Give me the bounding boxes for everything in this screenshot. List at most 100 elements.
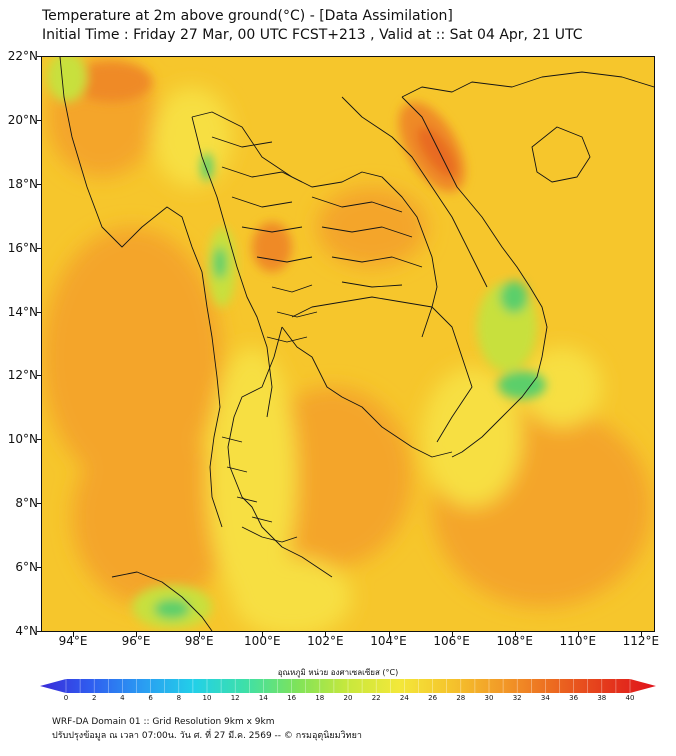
latitude-label: 22°N	[7, 49, 38, 63]
colorbar-label: อุณหภูมิ หน่วย องศาเซลเซียส (°C)	[277, 668, 399, 677]
hottest-zone-red-river	[417, 126, 457, 178]
longitude-tick	[73, 632, 74, 637]
pale-zone-myanmar-north	[152, 87, 232, 187]
border-laos-vietnam	[341, 96, 488, 288]
coastline-peninsula-east	[227, 326, 333, 578]
latitude-label: 18°N	[7, 176, 38, 191]
latitude-tick	[37, 567, 42, 569]
colorbar-tick-label: 36	[569, 694, 579, 702]
border-thailand-cambodia	[291, 296, 433, 318]
longitude-label: 112°E	[622, 634, 660, 648]
colorbar-tick-label: 2	[91, 694, 97, 702]
coastline-vietnam-east	[401, 96, 548, 458]
map-title: Temperature at 2m above ground(°C) - [Da…	[42, 8, 453, 24]
footer-update-info: ปรับปรุงข้อมูล ณ เวลา 07:00น. วัน ศ. ที่…	[52, 731, 362, 741]
colorbar-tick-label: 18	[315, 694, 325, 702]
colorbar-tick-label: 26	[428, 694, 438, 702]
colorbar-tick-label: 12	[230, 694, 240, 702]
warm-zone-sea-west	[42, 227, 222, 487]
colorbar-tick-label: 6	[148, 694, 153, 702]
coastline-gulf-thailand	[281, 326, 453, 458]
longitude-tick	[262, 632, 264, 637]
colorbar-tick-label: 28	[456, 694, 466, 702]
longitude-label: 106°E	[433, 634, 470, 648]
warm-zone-laos	[317, 187, 427, 267]
longitude-tick	[325, 632, 327, 637]
province-lines-central	[266, 284, 318, 343]
green-zone-dak-lak	[500, 281, 528, 313]
longitude-tick	[199, 632, 201, 637]
province-lines-northeast	[311, 196, 423, 288]
pale-zone-isthmus	[207, 347, 297, 607]
latitude-tick	[37, 503, 42, 505]
longitude-label: 100°E	[244, 634, 281, 648]
colorbar-tick-label: 30	[484, 694, 494, 702]
pale-zone-vietnam-south	[422, 367, 522, 507]
latitude-tick	[37, 183, 42, 185]
latitude-label: 4°N	[15, 624, 38, 638]
longitude-label: 96°E	[121, 634, 151, 648]
pale-zone-malaysia	[232, 557, 352, 631]
border-thailand-malaysia	[241, 526, 298, 543]
colorbar-ticks	[65, 679, 631, 693]
colorbar-tick-label: 34	[540, 694, 550, 702]
longitude-tick	[577, 632, 579, 637]
border-myanmar-thailand	[191, 116, 273, 418]
latitude-label: 10°N	[7, 432, 38, 447]
colorbar-tick-label: 16	[287, 694, 297, 702]
latitude-tick	[37, 247, 42, 249]
footer-model-info: WRF-DA Domain 01 :: Grid Resolution 9km …	[52, 717, 275, 727]
green-zone-sumatra	[154, 599, 190, 619]
longitude-tick	[451, 632, 453, 637]
longitude-tick	[388, 632, 390, 637]
longitude-tick	[514, 632, 516, 637]
coastline-myanmar-west	[59, 57, 223, 528]
coastline-sumatra	[111, 571, 213, 631]
colorbar-tick-label: 0	[63, 694, 69, 702]
temperature-map	[41, 56, 655, 632]
province-lines-south	[221, 436, 273, 523]
colorbar-tick-label: 20	[343, 694, 353, 702]
longitude-tick	[640, 632, 642, 637]
colorbar	[40, 679, 656, 693]
green-zone-lam-dong	[498, 371, 546, 399]
border-cambodia-vietnam	[431, 306, 473, 443]
longitude-label: 104°E	[370, 634, 407, 648]
colorbar-tick-label: 24	[399, 694, 409, 702]
latitude-tick	[37, 439, 42, 441]
colorbar-tick-label: 40	[625, 694, 635, 702]
longitude-label: 98°E	[184, 634, 214, 648]
hot-zone-north-west	[72, 62, 152, 102]
green-zone-tenasserim	[213, 247, 227, 279]
province-lines-north	[211, 136, 313, 263]
green-zone-myanmar	[201, 153, 213, 181]
latitude-label: 6°N	[15, 560, 38, 575]
latitude-tick	[37, 631, 42, 632]
colorbar-tick-label: 8	[176, 694, 182, 702]
colorbar-tick-label: 22	[371, 694, 381, 702]
latitude-label: 16°N	[7, 240, 38, 255]
longitude-label: 102°E	[307, 634, 344, 648]
longitude-label: 110°E	[559, 634, 597, 648]
map-subtitle: Initial Time : Friday 27 Mar, 00 UTC FCS…	[42, 27, 583, 43]
latitude-tick	[37, 119, 42, 121]
latitude-tick	[37, 56, 42, 57]
longitude-label: 108°E	[496, 634, 533, 648]
latitude-tick	[37, 311, 42, 313]
latitude-tick	[37, 375, 42, 377]
colorbar-tick-label: 38	[597, 694, 607, 702]
coastline-hainan	[531, 126, 591, 183]
hot-zone-central-plain	[252, 222, 292, 272]
longitude-tick	[136, 632, 138, 637]
cool-zone-nw	[47, 57, 87, 102]
pale-zone-southeast	[522, 347, 602, 427]
coastline-china-south	[401, 71, 654, 98]
colorbar-tick-label: 10	[202, 694, 212, 702]
colorbar-tick-label: 14	[258, 694, 268, 702]
latitude-label: 20°N	[7, 112, 38, 127]
border-thailand-laos	[191, 111, 438, 338]
warm-zone-andaman	[72, 427, 232, 607]
colorbar-tick-label: 4	[120, 694, 125, 702]
latitude-label: 12°N	[7, 368, 38, 383]
colorbar-tick-label: 32	[512, 694, 522, 702]
